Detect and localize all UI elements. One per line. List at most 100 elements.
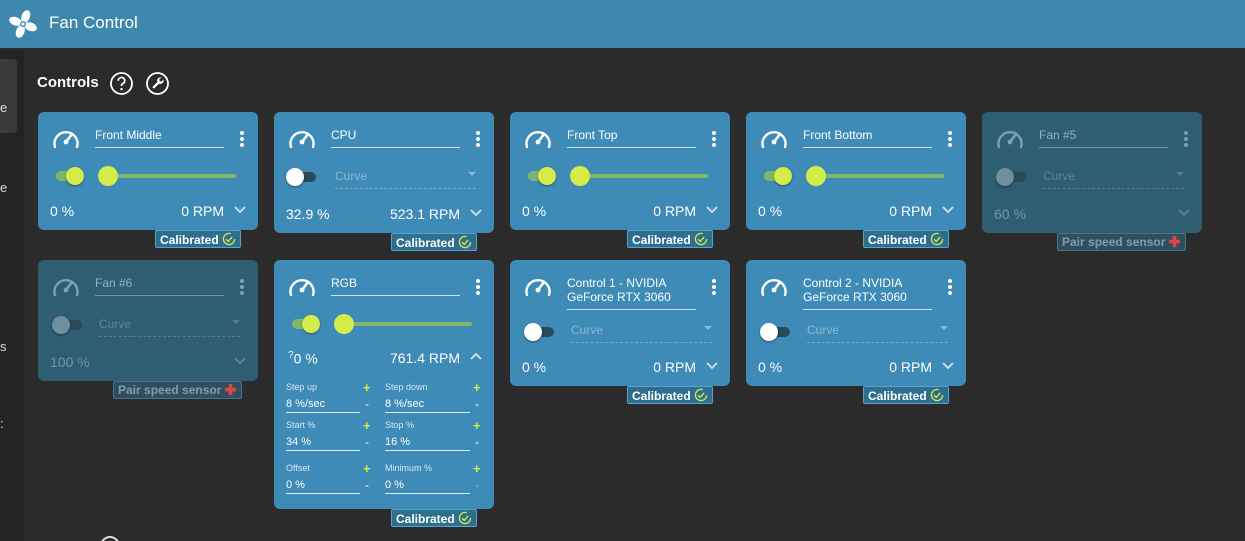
- sidebar-item-label[interactable]: e: [0, 180, 8, 195]
- pair-speed-sensor-badge[interactable]: Pair speed sensor: [1057, 233, 1187, 251]
- chevron-down-icon[interactable]: [942, 206, 954, 214]
- speed-slider-thumb[interactable]: [570, 166, 590, 186]
- control-name-field[interactable]: RGB: [331, 276, 460, 296]
- control-name-field[interactable]: Fan #6: [95, 276, 224, 296]
- dropdown-caret-icon: [940, 326, 948, 330]
- curve-select[interactable]: Curve: [1043, 169, 1184, 189]
- speed-percent: 0 %: [50, 203, 75, 219]
- more-options-icon[interactable]: [712, 131, 716, 149]
- more-options-icon[interactable]: [1184, 131, 1188, 149]
- minimum-increment-button[interactable]: +: [473, 461, 481, 476]
- sidebar-item-label[interactable]: :: [0, 416, 4, 431]
- more-options-icon[interactable]: [948, 279, 952, 297]
- speed-slider-thumb[interactable]: [98, 166, 118, 186]
- step-down-input[interactable]: 8 %/sec: [385, 398, 470, 413]
- check-circle-icon: [694, 388, 708, 402]
- chevron-down-icon[interactable]: [234, 206, 246, 214]
- fan-rpm: 0 RPM: [653, 359, 696, 375]
- fan-icon: [9, 10, 37, 38]
- enable-toggle[interactable]: [760, 323, 790, 341]
- step-up-increment-button[interactable]: +: [363, 380, 371, 395]
- sidebar: e e s :: [0, 50, 24, 541]
- curve-select[interactable]: Curve: [807, 323, 948, 343]
- speed-slider-track[interactable]: [336, 322, 472, 326]
- more-options-icon[interactable]: [712, 279, 716, 297]
- speed-percent: 0 %: [758, 359, 783, 375]
- more-options-icon[interactable]: [476, 131, 480, 149]
- speed-slider-track[interactable]: [808, 174, 944, 178]
- chevron-down-icon[interactable]: [706, 206, 718, 214]
- enable-toggle[interactable]: [286, 168, 316, 186]
- step-down-increment-button[interactable]: +: [473, 380, 481, 395]
- pair-speed-sensor-badge[interactable]: Pair speed sensor: [113, 381, 243, 399]
- minimum-percent-input[interactable]: 0 %: [385, 479, 470, 494]
- enable-toggle[interactable]: [52, 316, 82, 334]
- control-name-field[interactable]: Front Top: [567, 128, 696, 148]
- curve-select[interactable]: Curve: [335, 169, 476, 189]
- control-name-field[interactable]: Control 2 - NVIDIA GeForce RTX 3060: [803, 276, 932, 310]
- offset-decrement-button[interactable]: -: [365, 478, 369, 492]
- step-down-label: Step down: [385, 382, 428, 392]
- start-decrement-button[interactable]: -: [365, 435, 369, 449]
- dropdown-caret-icon: [468, 172, 476, 176]
- more-options-icon[interactable]: [476, 279, 480, 297]
- enable-toggle[interactable]: [764, 167, 792, 185]
- enable-toggle[interactable]: [528, 167, 556, 185]
- sidebar-item-label[interactable]: e: [0, 100, 8, 115]
- minimum-decrement-button[interactable]: -: [475, 478, 479, 492]
- gauge-icon: [288, 125, 316, 151]
- control-name-field[interactable]: Fan #5: [1039, 128, 1168, 148]
- stop-percent-input[interactable]: 16 %: [385, 436, 470, 451]
- stop-decrement-button[interactable]: -: [475, 435, 479, 449]
- add-button-partial[interactable]: [100, 536, 120, 541]
- chevron-down-icon[interactable]: [706, 362, 718, 370]
- calibrated-badge: Calibrated: [155, 230, 241, 248]
- red-cross-icon: [1168, 235, 1181, 248]
- step-up-input[interactable]: 8 %/sec: [286, 398, 360, 413]
- speed-slider-thumb[interactable]: [334, 314, 354, 334]
- more-options-icon[interactable]: [948, 131, 952, 149]
- speed-percent: 0 %: [522, 359, 547, 375]
- control-name-field[interactable]: CPU: [331, 128, 460, 148]
- chevron-down-icon[interactable]: [470, 209, 482, 217]
- speed-slider-thumb[interactable]: [806, 166, 826, 186]
- stop-increment-button[interactable]: +: [473, 418, 481, 433]
- check-circle-icon: [930, 388, 944, 402]
- step-down-decrement-button[interactable]: -: [475, 397, 479, 411]
- check-circle-icon: [930, 232, 944, 246]
- fan-control-card: Front Middle 0 % 0 RPM: [38, 112, 258, 230]
- question-circle-icon[interactable]: [109, 71, 134, 96]
- speed-percent: 100 %: [50, 354, 90, 370]
- chevron-down-icon[interactable]: [234, 357, 246, 365]
- speed-percent: 0 %: [758, 203, 783, 219]
- chevron-down-icon[interactable]: [942, 362, 954, 370]
- speed-slider-track[interactable]: [100, 174, 236, 178]
- speed-slider-track[interactable]: [572, 174, 708, 178]
- chevron-down-icon[interactable]: [1178, 209, 1190, 217]
- more-options-icon[interactable]: [240, 131, 244, 149]
- wrench-icon[interactable]: [145, 71, 170, 96]
- enable-toggle[interactable]: [996, 168, 1026, 186]
- title-bar: Fan Control: [0, 0, 1245, 48]
- sidebar-item-label[interactable]: s: [0, 339, 7, 354]
- chevron-up-icon[interactable]: [470, 352, 482, 360]
- offset-input[interactable]: 0 %: [286, 479, 360, 494]
- enable-toggle[interactable]: [524, 323, 554, 341]
- curve-select[interactable]: Curve: [99, 317, 240, 337]
- fan-rpm: 0 RPM: [181, 203, 224, 219]
- step-up-decrement-button[interactable]: -: [365, 397, 369, 411]
- sidebar-selected-item[interactable]: [0, 59, 17, 133]
- offset-increment-button[interactable]: +: [363, 461, 371, 476]
- more-options-icon[interactable]: [240, 279, 244, 297]
- start-percent-input[interactable]: 34 %: [286, 436, 360, 451]
- control-name-field[interactable]: Front Middle: [95, 128, 224, 148]
- control-name-field[interactable]: Front Bottom: [803, 128, 932, 148]
- control-name-field[interactable]: Control 1 - NVIDIA GeForce RTX 3060: [567, 276, 696, 310]
- enable-toggle[interactable]: [56, 167, 84, 185]
- fan-rpm: 523.1 RPM: [389, 206, 460, 222]
- curve-select[interactable]: Curve: [571, 323, 712, 343]
- start-increment-button[interactable]: +: [363, 418, 371, 433]
- speed-percent: 0 %: [522, 203, 547, 219]
- offset-label: Offset: [286, 463, 310, 473]
- enable-toggle[interactable]: [292, 315, 320, 333]
